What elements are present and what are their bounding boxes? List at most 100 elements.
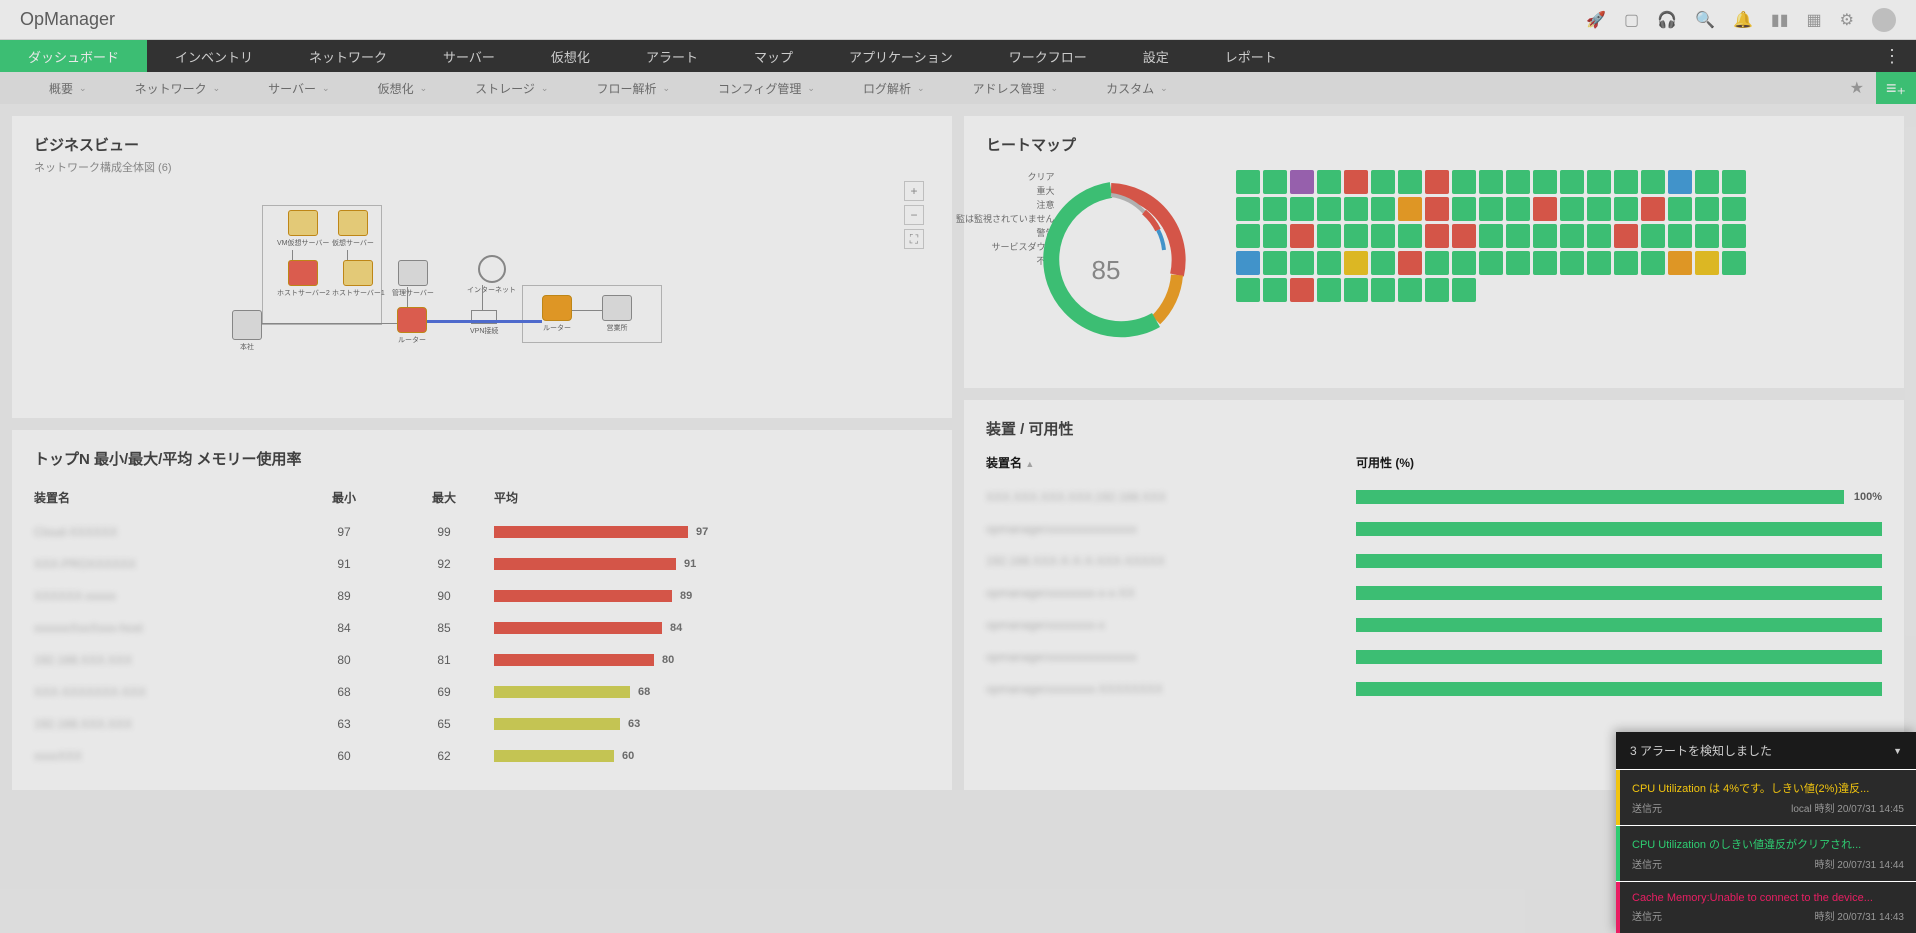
heatmap-cell[interactable] (1236, 224, 1260, 248)
zoom-in-button[interactable]: + (904, 181, 924, 201)
table-row[interactable]: 192.168.XXX-X-X-X-XXX-XXXXX (986, 545, 1882, 577)
heatmap-cell[interactable] (1479, 224, 1503, 248)
heatmap-cell[interactable] (1263, 197, 1287, 221)
heatmap-cell[interactable] (1560, 197, 1584, 221)
heatmap-cell[interactable] (1398, 170, 1422, 194)
table-row[interactable]: XXXXXX-xxxxx899089 (34, 580, 930, 612)
heatmap-cell[interactable] (1425, 278, 1449, 302)
nav2-item[interactable]: ネットワーク⌄ (111, 80, 245, 97)
table-row[interactable]: opmanagerxxxxxxxx-x (986, 609, 1882, 641)
nav2-item[interactable]: 概要⌄ (25, 80, 111, 97)
nav1-item[interactable]: インベントリ (147, 40, 281, 72)
star-icon[interactable]: ★ (1838, 78, 1876, 98)
grid-icon[interactable]: ▦ (1807, 10, 1822, 30)
heatmap-cell[interactable] (1398, 224, 1422, 248)
heatmap-cell[interactable] (1317, 197, 1341, 221)
heatmap-cell[interactable] (1263, 224, 1287, 248)
nav2-item[interactable]: ログ解析⌄ (839, 80, 949, 97)
heatmap-cell[interactable] (1641, 170, 1665, 194)
table-row[interactable]: XXX.XXX.XXX.XXX;192.168.XXX100% (986, 481, 1882, 513)
heatmap-cell[interactable] (1398, 197, 1422, 221)
heatmap-cell[interactable] (1695, 251, 1719, 275)
heatmap-cell[interactable] (1641, 224, 1665, 248)
heatmap-cell[interactable] (1317, 278, 1341, 302)
heatmap-cell[interactable] (1506, 224, 1530, 248)
heatmap-cell[interactable] (1236, 197, 1260, 221)
nav2-item[interactable]: コンフィグ管理⌄ (694, 80, 839, 97)
table-row[interactable]: opmanagerxxxxxxxxxxxxxxx (986, 513, 1882, 545)
heatmap-cell[interactable] (1452, 224, 1476, 248)
heatmap-cell[interactable] (1587, 251, 1611, 275)
nav2-item[interactable]: フロー解析⌄ (572, 80, 694, 97)
heatmap-cell[interactable] (1344, 224, 1368, 248)
heatmap-cell[interactable] (1317, 224, 1341, 248)
heatmap-cell[interactable] (1560, 251, 1584, 275)
nav2-item[interactable]: カスタム⌄ (1082, 80, 1192, 97)
heatmap-cell[interactable] (1371, 251, 1395, 275)
heatmap-cell[interactable] (1695, 170, 1719, 194)
heatmap-cell[interactable] (1722, 197, 1746, 221)
heatmap-cell[interactable] (1587, 170, 1611, 194)
table-row[interactable]: xxxxxxXxxXxxx-host848584 (34, 612, 930, 644)
rocket-icon[interactable]: 🚀 (1586, 10, 1606, 30)
heatmap-cell[interactable] (1533, 197, 1557, 221)
heatmap-cell[interactable] (1425, 251, 1449, 275)
heatmap-cell[interactable] (1371, 278, 1395, 302)
heatmap-cell[interactable] (1344, 170, 1368, 194)
heatmap-cell[interactable] (1587, 224, 1611, 248)
heatmap-cell[interactable] (1452, 278, 1476, 302)
heatmap-cell[interactable] (1317, 170, 1341, 194)
nav1-item[interactable]: サーバー (415, 40, 523, 72)
nav1-item[interactable]: マップ (726, 40, 821, 72)
alert-item[interactable]: CPU Utilization のしきい値違反がクリアされ...送信元時刻 20… (1616, 826, 1916, 881)
heatmap-cell[interactable] (1695, 197, 1719, 221)
heatmap-cell[interactable] (1668, 197, 1692, 221)
table-row[interactable]: XXX-XXXXXXX-XXX686968 (34, 676, 930, 708)
heatmap-cell[interactable] (1506, 170, 1530, 194)
table-row[interactable]: opmanagerxxxxxxxxxxxxxxx (986, 641, 1882, 673)
heatmap-cell[interactable] (1344, 197, 1368, 221)
nav2-item[interactable]: ストレージ⌄ (451, 80, 572, 97)
table-row[interactable]: 192.168.XXX.XXX808180 (34, 644, 930, 676)
heatmap-cell[interactable] (1722, 224, 1746, 248)
nav1-item[interactable]: 設定 (1115, 40, 1197, 72)
heatmap-cell[interactable] (1236, 251, 1260, 275)
add-widget-button[interactable]: ≡₊ (1876, 72, 1916, 104)
table-row[interactable]: xxxxXXX606260 (34, 740, 930, 772)
heatmap-cell[interactable] (1344, 251, 1368, 275)
headset-icon[interactable]: 🎧 (1657, 10, 1677, 30)
heatmap-cell[interactable] (1263, 278, 1287, 302)
column-header[interactable]: 可用性 (%) (1356, 454, 1414, 471)
heatmap-cell[interactable] (1533, 170, 1557, 194)
heatmap-cell[interactable] (1614, 197, 1638, 221)
heatmap-cell[interactable] (1290, 251, 1314, 275)
heatmap-cell[interactable] (1560, 224, 1584, 248)
heatmap-cell[interactable] (1263, 251, 1287, 275)
heatmap-cell[interactable] (1263, 170, 1287, 194)
heatmap-cell[interactable] (1533, 251, 1557, 275)
table-row[interactable]: opmanagerxxxxxxxx-XXXXXXXX (986, 673, 1882, 705)
heatmap-cell[interactable] (1344, 278, 1368, 302)
heatmap-cell[interactable] (1479, 197, 1503, 221)
table-row[interactable]: opmanagerxxxxxxxx-x-x-XX (986, 577, 1882, 609)
column-header[interactable]: 装置名 ▲ (986, 454, 1356, 471)
heatmap-cell[interactable] (1452, 197, 1476, 221)
alert-dropdown-icon[interactable]: ▼ (1893, 746, 1902, 756)
heatmap-cell[interactable] (1506, 197, 1530, 221)
heatmap-cell[interactable] (1668, 251, 1692, 275)
heatmap-cell[interactable] (1479, 170, 1503, 194)
heatmap-cell[interactable] (1452, 251, 1476, 275)
bell-icon[interactable]: 🔔 (1733, 10, 1753, 30)
alert-item[interactable]: CPU Utilization は 4%です。しきい値(2%)違反...送信元l… (1616, 770, 1916, 825)
heatmap-cell[interactable] (1479, 251, 1503, 275)
nav2-item[interactable]: 仮想化⌄ (354, 80, 452, 97)
nav2-item[interactable]: サーバー⌄ (244, 80, 353, 97)
nav1-item[interactable]: ワークフロー (981, 40, 1115, 72)
avatar[interactable] (1872, 8, 1896, 32)
heatmap-cell[interactable] (1236, 278, 1260, 302)
heatmap-cell[interactable] (1425, 197, 1449, 221)
heatmap-cell[interactable] (1371, 197, 1395, 221)
heatmap-cell[interactable] (1290, 170, 1314, 194)
fullscreen-button[interactable]: ⛶ (904, 229, 924, 249)
nav1-item[interactable]: アプリケーション (821, 40, 981, 72)
